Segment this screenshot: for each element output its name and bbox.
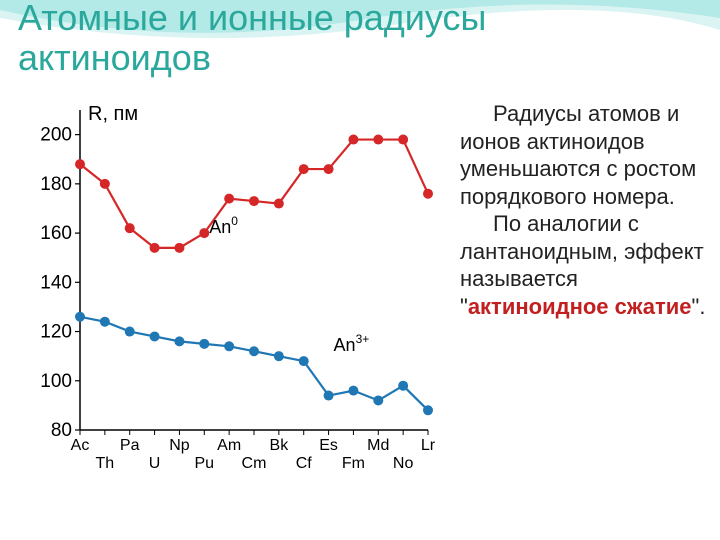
series-point-An3+: [125, 327, 135, 337]
series-point-An3+: [174, 336, 184, 346]
series-point-An3+: [100, 317, 110, 327]
y-axis-label: R, пм: [88, 103, 138, 125]
x-label: Md: [367, 437, 389, 454]
series-point-An0: [125, 223, 135, 233]
x-label: Bk: [270, 437, 290, 454]
x-label: Es: [319, 437, 338, 454]
series-point-An3+: [150, 331, 160, 341]
series-point-An3+: [224, 341, 234, 351]
series-point-An3+: [348, 386, 358, 396]
y-tick-label: 200: [40, 125, 72, 146]
series-point-An3+: [398, 381, 408, 391]
y-tick-label: 180: [40, 174, 72, 195]
x-label: Cm: [242, 455, 267, 472]
para2-highlight: актиноидное сжатие: [468, 294, 692, 319]
x-label: Cf: [296, 455, 313, 472]
series-point-An0: [224, 194, 234, 204]
series-point-An0: [423, 189, 433, 199]
x-label: Am: [217, 437, 241, 454]
x-label: Fm: [342, 455, 365, 472]
x-label: Pu: [194, 455, 214, 472]
title-line1: Атомные и ионные радиусы: [18, 0, 486, 38]
series-point-An0: [174, 243, 184, 253]
para1: Радиусы атомов и ионов актиноидов уменьш…: [460, 101, 696, 209]
y-tick-label: 140: [40, 272, 72, 293]
y-tick-label: 100: [40, 371, 72, 392]
x-label: Th: [96, 455, 115, 472]
series-point-An0: [299, 164, 309, 174]
x-label: Lr: [421, 437, 436, 454]
series-point-An3+: [199, 339, 209, 349]
series-point-An0: [373, 135, 383, 145]
series-point-An3+: [75, 312, 85, 322]
series-point-An0: [274, 199, 284, 209]
x-label: Ac: [71, 437, 90, 454]
radius-chart: R, пм 80 100 120 140 160 180 200 Ac Th Pa U NpPuAmCm…: [18, 100, 438, 500]
page-title: Атомные и ионные радиусы актиноидов: [18, 0, 486, 77]
title-line2: актиноидов: [18, 37, 211, 78]
series-point-An0: [75, 159, 85, 169]
series-point-An3+: [373, 395, 383, 405]
y-tick-label: 80: [51, 420, 72, 441]
chart-container: R, пм 80 100 120 140 160 180 200 Ac Th Pa U NpPuAmCm…: [18, 100, 438, 500]
series-point-An0: [324, 164, 334, 174]
series-point-An3+: [299, 356, 309, 366]
series-point-An0: [249, 196, 259, 206]
series-label-An3+: An3+: [334, 332, 370, 355]
series-point-An0: [100, 179, 110, 189]
x-label: Np: [169, 437, 190, 454]
series-point-An3+: [274, 351, 284, 361]
y-tick-label: 160: [40, 223, 72, 244]
x-label: U: [149, 455, 161, 472]
series-point-An0: [150, 243, 160, 253]
series-point-An3+: [324, 391, 334, 401]
series-point-An0: [199, 228, 209, 238]
series-point-An3+: [423, 405, 433, 415]
series-point-An3+: [249, 346, 259, 356]
series-point-An0: [398, 135, 408, 145]
y-tick-label: 120: [40, 322, 72, 343]
x-label: Pa: [120, 437, 140, 454]
para2-after: ".: [692, 294, 706, 319]
series-point-An0: [348, 135, 358, 145]
description-text: Радиусы атомов и ионов актиноидов уменьш…: [460, 100, 710, 320]
series-label-An0: An0: [209, 214, 238, 237]
x-label: No: [393, 455, 414, 472]
